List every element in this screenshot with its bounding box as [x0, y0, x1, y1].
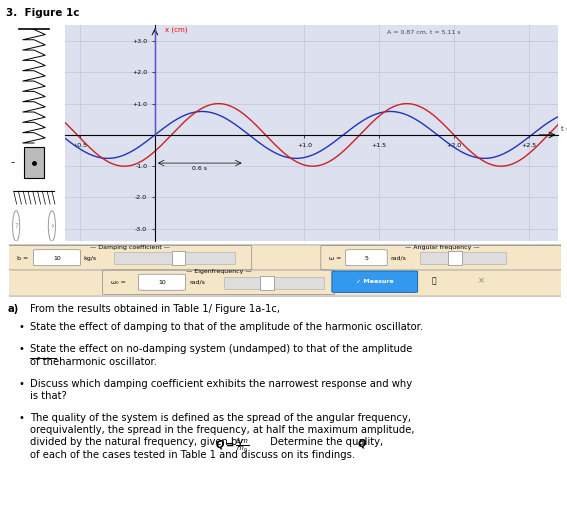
Text: 📷: 📷	[432, 277, 437, 285]
Text: divided by the natural frequency, given by: divided by the natural frequency, given …	[30, 437, 246, 447]
Text: — Angular frequency —: — Angular frequency —	[405, 245, 480, 250]
Text: 5: 5	[364, 256, 368, 261]
Text: © by Sitsanlis Ilias (www.seilias.gr): © by Sitsanlis Ilias (www.seilias.gr)	[257, 269, 367, 275]
Text: State the effect of damping to that of the amplitude of the harmonic oscillator.: State the effect of damping to that of t…	[30, 323, 423, 332]
Text: ×: ×	[477, 277, 485, 285]
Text: Discuss which damping coefficient exhibits the narrowest response and why: Discuss which damping coefficient exhibi…	[30, 378, 412, 389]
Text: •: •	[18, 413, 24, 423]
Text: The quality of the system is defined as the spread of the angular frequency,: The quality of the system is defined as …	[30, 413, 411, 423]
Text: rad/s: rad/s	[190, 280, 206, 285]
Bar	[224, 277, 324, 289]
Bar	[420, 252, 506, 264]
Text: x (cm): x (cm)	[166, 27, 188, 34]
Text: is that?: is that?	[30, 391, 67, 401]
Text: 0.6 s: 0.6 s	[192, 166, 208, 171]
FancyBboxPatch shape	[332, 271, 417, 293]
Text: State the effect on no-damping system (undamped) to that of the amplitude: State the effect on no-damping system (u…	[30, 344, 412, 355]
Text: t (s): t (s)	[561, 126, 567, 133]
Text: $\boldsymbol{Q = \frac{\Delta m}{m_0}}$: $\boldsymbol{Q = \frac{\Delta m}{m_0}}$	[215, 437, 249, 456]
Text: ?: ?	[14, 223, 18, 229]
Text: of each of the cases tested in Table 1 and discuss on its findings.: of each of the cases tested in Table 1 a…	[30, 450, 355, 460]
FancyBboxPatch shape	[346, 250, 387, 266]
Text: Determine the quality,: Determine the quality,	[267, 437, 386, 447]
Text: •: •	[18, 378, 24, 389]
Text: ω₀ =: ω₀ =	[111, 280, 126, 285]
FancyBboxPatch shape	[138, 274, 185, 290]
Text: –: –	[11, 158, 15, 167]
Text: A = 0.87 cm, t = 5.11 s: A = 0.87 cm, t = 5.11 s	[387, 30, 460, 35]
Text: $\boldsymbol{Q}$: $\boldsymbol{Q}$	[357, 437, 367, 450]
FancyBboxPatch shape	[6, 245, 564, 296]
Text: •: •	[18, 323, 24, 332]
Text: kg/s: kg/s	[83, 256, 96, 261]
Text: 10: 10	[53, 256, 61, 261]
Text: ›: ›	[50, 221, 54, 231]
Text: harmonic oscillator.: harmonic oscillator.	[56, 357, 157, 367]
Text: ω =: ω =	[329, 256, 341, 261]
Text: ✓ Measure: ✓ Measure	[356, 279, 394, 283]
Bar	[172, 251, 185, 265]
Text: •: •	[18, 344, 24, 355]
Text: 3.  Figure 1c: 3. Figure 1c	[6, 8, 79, 18]
Text: From the results obtained in Table 1/ Figure 1a-1c,: From the results obtained in Table 1/ Fi…	[30, 304, 280, 314]
Bar	[260, 276, 274, 290]
Bar	[448, 251, 462, 265]
Text: a): a)	[8, 304, 19, 314]
Bar	[24, 147, 44, 178]
Text: — Damping coefficient —: — Damping coefficient —	[90, 245, 170, 250]
Text: orequivalently, the spread in the frequency, at half the maximum amplitude,: orequivalently, the spread in the freque…	[30, 425, 414, 435]
FancyBboxPatch shape	[33, 250, 81, 266]
Text: of the: of the	[30, 357, 59, 367]
Text: rad/s: rad/s	[390, 256, 406, 261]
Text: 10: 10	[158, 280, 166, 285]
Text: b =: b =	[17, 256, 28, 261]
Text: — Eigenfrequency —: — Eigenfrequency —	[186, 269, 251, 274]
Bar	[113, 252, 235, 264]
